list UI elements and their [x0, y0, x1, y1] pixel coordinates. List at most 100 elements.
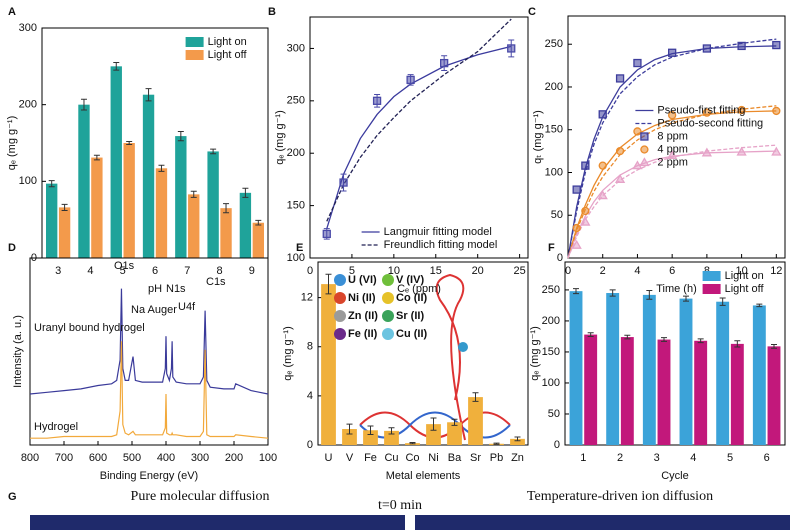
- fit-line: [567, 150, 777, 259]
- ion-label: Ni (II): [348, 292, 376, 304]
- x-tick-label: 7: [184, 265, 190, 277]
- plot-frame: [41, 27, 269, 259]
- x-tick-label: 12: [770, 265, 782, 277]
- ion-icon: [334, 274, 346, 286]
- point: [772, 106, 781, 116]
- bar: [642, 294, 656, 445]
- g-right-title: Temperature-driven ion diffusion: [527, 489, 713, 504]
- error-bar: [325, 273, 332, 295]
- y-tick-label: 250: [287, 95, 305, 107]
- spectrum: [30, 341, 269, 439]
- point: [572, 223, 581, 233]
- x-tick-label: Ni: [428, 452, 438, 464]
- point: [440, 58, 449, 68]
- plot-frame: [567, 15, 786, 259]
- peak-label: U4f: [178, 301, 196, 313]
- panel-label: A: [8, 6, 16, 18]
- point: [571, 239, 582, 249]
- ion-label: Cu (II): [396, 328, 427, 340]
- x-tick-label: 300: [191, 452, 209, 464]
- point: [633, 58, 642, 68]
- peak-label: O1s: [114, 260, 135, 272]
- bar: [384, 430, 399, 445]
- bar: [46, 183, 58, 258]
- error-bar: [242, 187, 249, 198]
- x-tick-label: Fe: [364, 452, 377, 464]
- error-bar: [734, 340, 741, 348]
- legend-label: 2 ppm: [657, 156, 688, 168]
- bar: [78, 104, 90, 259]
- error-bar: [346, 423, 353, 435]
- x-tick-label: 800: [21, 452, 39, 464]
- error-bar: [223, 203, 230, 214]
- ion-icon: [382, 292, 394, 304]
- y-tick-label: 250: [542, 284, 560, 296]
- x-tick-label: 3: [55, 265, 61, 277]
- x-tick-label: 6: [669, 265, 675, 277]
- legend-swatch: [702, 271, 721, 281]
- point: [772, 40, 781, 50]
- y-axis-label: qₜ (mg g⁻¹): [532, 110, 544, 164]
- point: [702, 108, 712, 117]
- error-bar: [367, 425, 374, 436]
- y-tick-label: 0: [557, 252, 563, 264]
- plot-frame: [309, 16, 529, 259]
- error-bar: [609, 289, 616, 297]
- point: [372, 96, 382, 105]
- point: [640, 145, 649, 154]
- point: [598, 161, 607, 170]
- x-tick-label: 15: [430, 265, 442, 277]
- ion-label: Zn (II): [348, 310, 378, 322]
- point: [737, 105, 746, 115]
- point: [639, 157, 650, 167]
- point: [701, 147, 713, 157]
- y-tick-label: 100: [542, 377, 560, 389]
- legend-label: Langmuir fitting model: [384, 226, 492, 238]
- x-axis-label: Metal elements: [386, 470, 461, 482]
- series-label: Hydrogel: [34, 421, 78, 433]
- bar: [155, 168, 168, 258]
- ion-label: V (IV): [396, 274, 424, 286]
- point: [580, 216, 591, 226]
- x-tick-label: 5: [727, 452, 733, 464]
- y-tick-label: 200: [542, 315, 560, 327]
- ion-icon: [334, 310, 346, 322]
- x-tick-label: Sr: [470, 452, 481, 464]
- y-axis-label: qₑ (mg g⁻¹): [6, 116, 18, 171]
- peak-label: C1s: [206, 276, 226, 288]
- bar: [584, 334, 598, 445]
- bar: [620, 337, 634, 445]
- point: [322, 229, 331, 239]
- error-bar: [430, 417, 437, 431]
- x-tick-label: 400: [157, 452, 175, 464]
- y-tick-label: 150: [545, 124, 563, 136]
- point: [339, 178, 348, 187]
- y-tick-label: 100: [545, 166, 563, 178]
- error-bar: [210, 148, 217, 155]
- fit-line: [326, 18, 512, 222]
- x-tick-label: 5: [120, 265, 126, 277]
- ion-label: Co (II): [396, 292, 427, 304]
- ion-dot: [458, 342, 468, 352]
- point: [581, 161, 590, 170]
- ion-icon: [334, 328, 346, 340]
- ion-icon: [382, 310, 394, 322]
- y-tick-label: 8: [307, 341, 313, 353]
- error-bar: [573, 288, 579, 295]
- bar: [342, 429, 357, 445]
- x-tick-label: 700: [55, 452, 73, 464]
- g-time: t=0 min: [378, 498, 422, 513]
- bar: [363, 430, 378, 445]
- point: [737, 41, 746, 51]
- x-tick-label: 3: [654, 452, 660, 464]
- x-axis-label: Cycle: [661, 470, 689, 482]
- legend-label: Pseudo-first fitting: [657, 104, 745, 116]
- legend-label: Light on: [725, 270, 764, 282]
- bar: [110, 66, 122, 258]
- error-bar: [756, 303, 763, 308]
- bar: [510, 438, 525, 445]
- point: [615, 74, 625, 83]
- legend-swatch: [185, 50, 204, 60]
- x-tick-label: 20: [472, 265, 484, 277]
- y-tick-label: 50: [548, 408, 560, 420]
